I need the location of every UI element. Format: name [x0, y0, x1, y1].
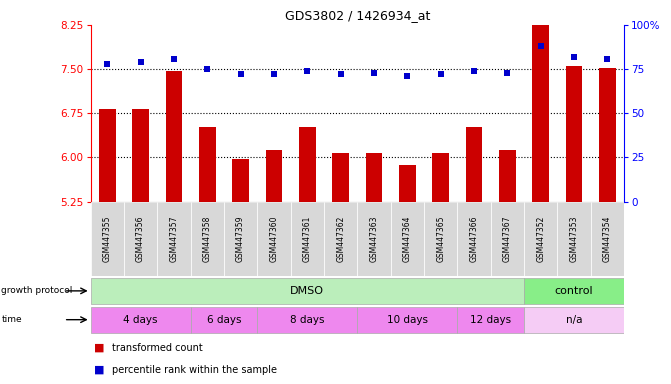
Bar [458, 307, 524, 333]
Bar [357, 202, 391, 276]
Bar [257, 202, 291, 276]
Text: 6 days: 6 days [207, 314, 241, 325]
Text: GSM447357: GSM447357 [170, 216, 178, 262]
Point [102, 61, 113, 67]
Bar [166, 71, 183, 202]
Bar [466, 127, 482, 202]
Text: time: time [1, 315, 22, 324]
Text: GSM447361: GSM447361 [303, 216, 312, 262]
Point [236, 71, 246, 78]
Bar [399, 164, 415, 202]
Point [468, 68, 479, 74]
Bar [458, 202, 491, 276]
Text: GSM447360: GSM447360 [270, 216, 278, 262]
Bar [132, 109, 149, 202]
Text: GSM447366: GSM447366 [470, 216, 478, 262]
Bar [432, 153, 449, 202]
Point [568, 54, 579, 60]
Bar [532, 15, 549, 202]
Text: GSM447362: GSM447362 [336, 216, 345, 262]
Bar [524, 307, 624, 333]
Bar [491, 202, 524, 276]
Bar [366, 153, 382, 202]
Text: 10 days: 10 days [386, 314, 428, 325]
Text: DMSO: DMSO [291, 286, 324, 296]
Text: GSM447364: GSM447364 [403, 216, 412, 262]
Point [535, 43, 546, 49]
Bar [599, 68, 616, 202]
Point [602, 55, 613, 61]
Text: GSM447353: GSM447353 [570, 216, 578, 262]
Bar [124, 202, 157, 276]
Bar [391, 202, 424, 276]
Text: n/a: n/a [566, 314, 582, 325]
Text: 12 days: 12 days [470, 314, 511, 325]
Text: 8 days: 8 days [290, 314, 325, 325]
Bar [324, 202, 357, 276]
Bar [357, 307, 458, 333]
Bar [232, 159, 249, 202]
Bar [91, 307, 191, 333]
Bar [91, 202, 124, 276]
Text: GSM447358: GSM447358 [203, 216, 212, 262]
Bar [199, 127, 215, 202]
Bar [291, 202, 324, 276]
Text: GSM447363: GSM447363 [370, 216, 378, 262]
Point [136, 59, 146, 65]
Bar [524, 202, 558, 276]
Bar [424, 202, 458, 276]
Text: transformed count: transformed count [112, 343, 203, 353]
Point [302, 68, 313, 74]
Text: GSM447367: GSM447367 [503, 216, 512, 262]
Text: control: control [555, 286, 593, 296]
Text: GSM447365: GSM447365 [436, 216, 445, 262]
Point [402, 73, 413, 79]
Text: GSM447355: GSM447355 [103, 216, 112, 262]
Bar [191, 307, 257, 333]
Point [268, 71, 279, 78]
Bar [266, 151, 282, 202]
Point [202, 66, 213, 72]
Title: GDS3802 / 1426934_at: GDS3802 / 1426934_at [285, 9, 430, 22]
Bar [91, 278, 524, 304]
Bar [257, 307, 357, 333]
Point [502, 70, 513, 76]
Text: ■: ■ [94, 365, 105, 375]
Bar [224, 202, 257, 276]
Bar [332, 153, 349, 202]
Text: GSM447352: GSM447352 [536, 216, 545, 262]
Bar [499, 151, 516, 202]
Text: GSM447359: GSM447359 [236, 216, 245, 262]
Point [368, 70, 379, 76]
Text: GSM447356: GSM447356 [136, 216, 145, 262]
Text: 4 days: 4 days [123, 314, 158, 325]
Bar [157, 202, 191, 276]
Point [336, 71, 346, 78]
Text: ■: ■ [94, 343, 105, 353]
Text: GSM447354: GSM447354 [603, 216, 612, 262]
Point [435, 71, 446, 78]
Bar [590, 202, 624, 276]
Bar [299, 127, 315, 202]
Bar [99, 109, 115, 202]
Bar [558, 202, 590, 276]
Point [168, 55, 179, 61]
Bar [191, 202, 224, 276]
Text: growth protocol: growth protocol [1, 286, 72, 295]
Text: percentile rank within the sample: percentile rank within the sample [112, 365, 277, 375]
Bar [524, 278, 624, 304]
Bar [566, 66, 582, 202]
